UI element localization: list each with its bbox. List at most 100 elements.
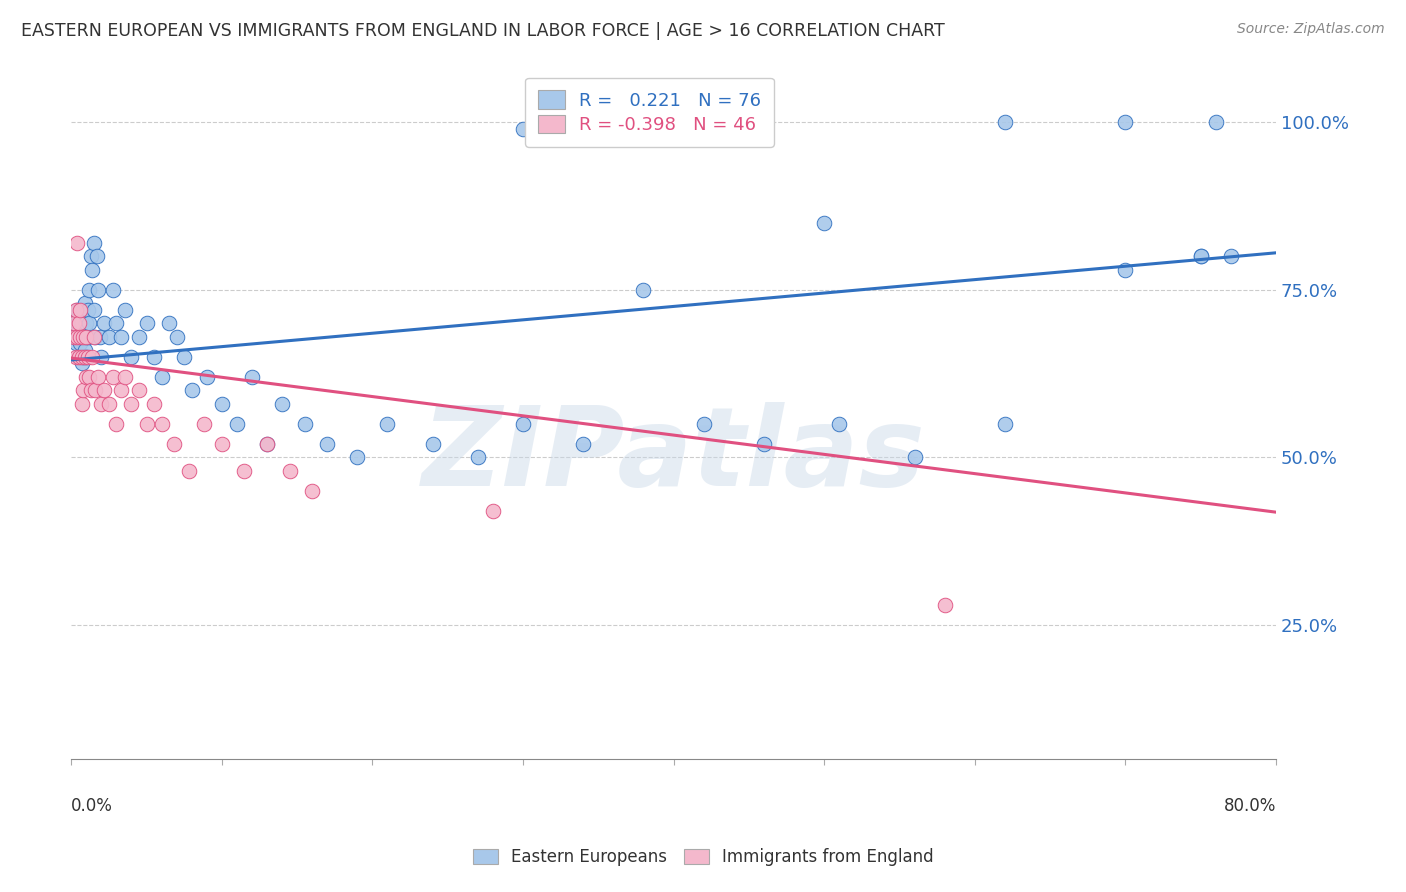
Point (150, 417, 173, 431)
Point (67, 350, 90, 364)
Point (994, 115, 1017, 129)
Point (97, 396, 120, 410)
Point (903, 450, 925, 465)
Point (105, 417, 128, 431)
Point (63, 329, 86, 343)
Text: EASTERN EUROPEAN VS IMMIGRANTS FROM ENGLAND IN LABOR FORCE | AGE > 16 CORRELATIO: EASTERN EUROPEAN VS IMMIGRANTS FROM ENGL… (21, 22, 945, 40)
Point (93, 316, 115, 330)
Point (82, 262, 104, 277)
Point (65, 323, 87, 337)
Point (69, 302, 91, 317)
Point (195, 369, 218, 384)
Point (75, 369, 97, 384)
Point (90, 396, 112, 410)
Point (70, 316, 93, 330)
Point (256, 437, 278, 451)
Point (752, 437, 775, 451)
Point (1189, 249, 1212, 263)
Point (143, 350, 166, 364)
Point (83, 329, 105, 343)
Point (256, 437, 278, 451)
Point (67, 323, 90, 337)
Point (105, 316, 128, 330)
Point (157, 316, 180, 330)
Point (63, 316, 86, 330)
Point (84, 329, 107, 343)
Point (80, 383, 103, 397)
Point (72, 329, 94, 343)
Point (211, 437, 233, 451)
Point (89, 329, 111, 343)
Point (73, 343, 96, 357)
Point (79, 283, 101, 297)
Point (73, 296, 96, 310)
Point (316, 437, 339, 451)
Point (110, 383, 132, 397)
Point (63, 329, 86, 343)
Point (83, 302, 105, 317)
Point (233, 464, 256, 478)
Point (1219, 249, 1241, 263)
Point (1189, 249, 1212, 263)
Text: Source: ZipAtlas.com: Source: ZipAtlas.com (1237, 22, 1385, 37)
Point (76, 302, 98, 317)
Point (75, 316, 97, 330)
Text: 80.0%: 80.0% (1223, 797, 1277, 814)
Point (72, 383, 94, 397)
Point (84, 383, 107, 397)
Point (994, 417, 1017, 431)
Point (240, 369, 263, 384)
Point (467, 450, 489, 465)
Point (114, 369, 136, 384)
Point (135, 316, 157, 330)
Point (67, 350, 90, 364)
Point (73, 323, 96, 337)
Point (72, 329, 94, 343)
Point (1205, 115, 1227, 129)
Text: ZIPatlas: ZIPatlas (422, 401, 925, 508)
Point (150, 369, 173, 384)
Point (633, 283, 655, 297)
Point (103, 283, 125, 297)
Point (87, 283, 110, 297)
Point (813, 216, 835, 230)
Point (143, 396, 166, 410)
Point (66, 316, 89, 330)
Point (135, 417, 157, 431)
Point (79, 316, 101, 330)
Point (271, 396, 294, 410)
Point (69, 329, 91, 343)
Point (193, 417, 215, 431)
Point (482, 504, 505, 518)
Point (79, 369, 101, 384)
Point (86, 249, 108, 263)
Point (65, 336, 87, 351)
Point (121, 350, 143, 364)
Text: 0.0%: 0.0% (72, 797, 112, 814)
Point (66, 329, 89, 343)
Point (163, 437, 186, 451)
Point (173, 350, 195, 364)
Point (76, 329, 98, 343)
Point (422, 437, 444, 451)
Point (301, 483, 323, 498)
Point (278, 464, 301, 478)
Point (70, 350, 93, 364)
Point (225, 417, 247, 431)
Point (166, 329, 188, 343)
Point (66, 302, 89, 317)
Point (72, 350, 94, 364)
Point (69, 336, 91, 351)
Point (70, 329, 93, 343)
Point (72, 302, 94, 317)
Point (828, 417, 851, 431)
Point (65, 350, 87, 364)
Point (90, 350, 112, 364)
Point (93, 383, 115, 397)
Point (65, 310, 87, 324)
Point (70, 396, 93, 410)
Point (69, 302, 91, 317)
Point (75, 329, 97, 343)
Point (66, 329, 89, 343)
Point (572, 437, 595, 451)
